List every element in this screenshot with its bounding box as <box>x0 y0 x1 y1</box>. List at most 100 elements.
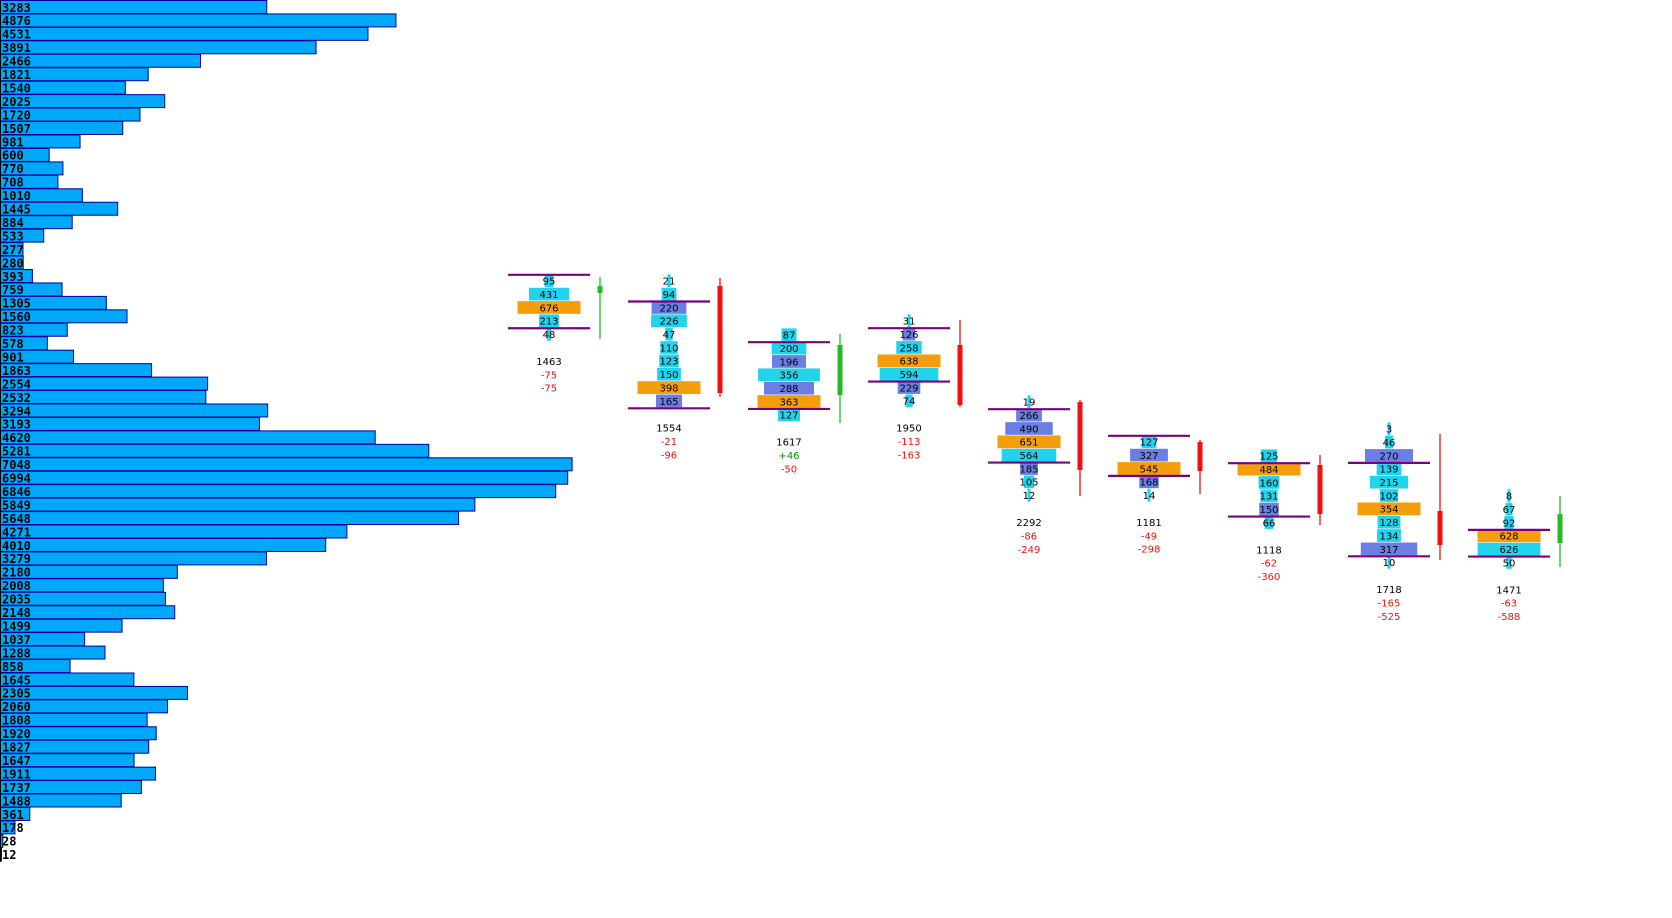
footprint-cell-label: 134 <box>1379 531 1398 542</box>
footprint-cell <box>1020 462 1038 475</box>
profile-bar-label: 2148 <box>2 606 31 620</box>
profile-bar-label: 981 <box>2 135 24 149</box>
column-delta: -62 <box>1261 559 1277 570</box>
footprint-cell-label: 92 <box>1503 518 1516 529</box>
profile-bar <box>0 551 267 566</box>
profile-bar <box>0 457 573 472</box>
footprint-cell <box>877 354 941 368</box>
profile-bar-label: 12 <box>2 848 16 862</box>
footprint-cell-label: 564 <box>1019 451 1038 462</box>
profile-bar-label: 578 <box>2 337 24 351</box>
footprint-cell-label: 484 <box>1259 465 1278 476</box>
profile-bar-label: 28 <box>2 835 16 849</box>
profile-bar-label: 759 <box>2 283 24 297</box>
footprint-cell-label: 139 <box>1379 465 1398 476</box>
footprint-cell <box>1139 475 1159 489</box>
profile-bar <box>0 390 207 404</box>
profile-bar <box>0 0 268 14</box>
footprint-cell <box>905 394 913 408</box>
footprint-cell <box>771 341 807 355</box>
footprint-cell-label: 317 <box>1379 545 1398 556</box>
column-delta: -86 <box>1021 531 1037 542</box>
footprint-cell <box>897 381 921 394</box>
footprint-cell-label: 47 <box>663 330 676 341</box>
profile-bar-label: 533 <box>2 229 24 243</box>
footprint-cell-label: 19 <box>1023 398 1036 409</box>
profile-bar-label: 4010 <box>2 539 31 553</box>
footprint-cell-label: 628 <box>1499 532 1518 543</box>
profile-bar-label: 1488 <box>2 794 31 808</box>
profile-bar-label: 5281 <box>2 445 31 459</box>
profile-bar-label: 1305 <box>2 297 31 311</box>
footprint-cell <box>1377 529 1401 542</box>
profile-bar <box>0 470 569 485</box>
footprint-cell <box>771 355 807 368</box>
profile-bar-label: 277 <box>2 243 24 257</box>
column-total-volume: 1118 <box>1256 545 1281 556</box>
profile-bar <box>0 376 209 391</box>
footprint-cell-label: 46 <box>1383 438 1396 449</box>
footprint-cell <box>1130 448 1168 462</box>
footprint-cell <box>1016 408 1042 422</box>
profile-bar-label: 4531 <box>2 28 31 42</box>
footprint-cell-label: 258 <box>899 343 918 354</box>
footprint-cell-label: 8 <box>1506 492 1512 503</box>
footprint-cell <box>757 395 821 408</box>
footprint-cell <box>1360 542 1418 556</box>
candle-body <box>1557 514 1563 543</box>
footprint-cell <box>902 327 916 341</box>
candle-body <box>1437 511 1443 545</box>
footprint-cell-label: 110 <box>659 343 678 354</box>
profile-bar <box>0 403 269 418</box>
footprint-cell-label: 74 <box>903 397 916 408</box>
profile-bar-label: 3294 <box>2 404 31 418</box>
column-cumulative-delta: -75 <box>541 384 557 395</box>
footprint-cell-label: 10 <box>1383 558 1396 569</box>
profile-bar <box>0 430 376 445</box>
footprint-cell-label: 160 <box>1259 478 1278 489</box>
profile-bar-label: 3891 <box>2 41 31 55</box>
candle-body <box>1317 465 1323 514</box>
column-delta: -75 <box>541 370 557 381</box>
footprint-cell-label: 363 <box>779 397 798 408</box>
profile-bar-label: 5648 <box>2 512 31 526</box>
footprint-cell <box>657 367 681 381</box>
footprint-cell-label: 67 <box>1503 505 1516 516</box>
profile-bar-label: 1821 <box>2 68 31 82</box>
footprint-cell-label: 356 <box>779 371 798 382</box>
profile-bar-label: 1560 <box>2 310 31 324</box>
footprint-cell <box>896 341 922 354</box>
footprint-cell-label: 226 <box>659 317 678 328</box>
footprint-cell <box>544 274 554 288</box>
profile-bar-label: 2035 <box>2 593 31 607</box>
footprint-cell <box>1141 435 1157 449</box>
footprint-cell <box>781 328 797 342</box>
footprint-cell <box>1369 475 1409 489</box>
profile-bar-label: 1288 <box>2 646 31 660</box>
profile-bar-label: 901 <box>2 350 24 364</box>
profile-bar-label: 2008 <box>2 579 31 593</box>
footprint-cell-label: 123 <box>659 357 678 368</box>
footprint-cell <box>661 287 677 301</box>
profile-bar <box>0 484 557 499</box>
column-cumulative-delta: -588 <box>1498 612 1521 623</box>
footprint-cell-label: 266 <box>1019 411 1038 422</box>
profile-bar-label: 2180 <box>2 566 31 580</box>
candle-body <box>1077 402 1083 470</box>
profile-bar <box>0 443 430 458</box>
footprint-cell <box>1147 488 1151 502</box>
footprint-cell <box>777 408 801 422</box>
footprint-cell-label: 354 <box>1379 505 1398 516</box>
profile-bar-label: 3193 <box>2 418 31 432</box>
footprint-cell <box>665 327 673 341</box>
profile-bar-label: 3283 <box>2 1 31 15</box>
profile-bar-label: 1010 <box>2 189 31 203</box>
column-cumulative-delta: -360 <box>1258 572 1281 583</box>
profile-bar <box>0 524 348 539</box>
candle-body <box>957 345 963 405</box>
footprint-cell <box>1384 435 1394 449</box>
candle-body <box>597 286 603 293</box>
profile-bar-label: 1445 <box>2 203 31 217</box>
column-delta: -63 <box>1501 599 1517 610</box>
